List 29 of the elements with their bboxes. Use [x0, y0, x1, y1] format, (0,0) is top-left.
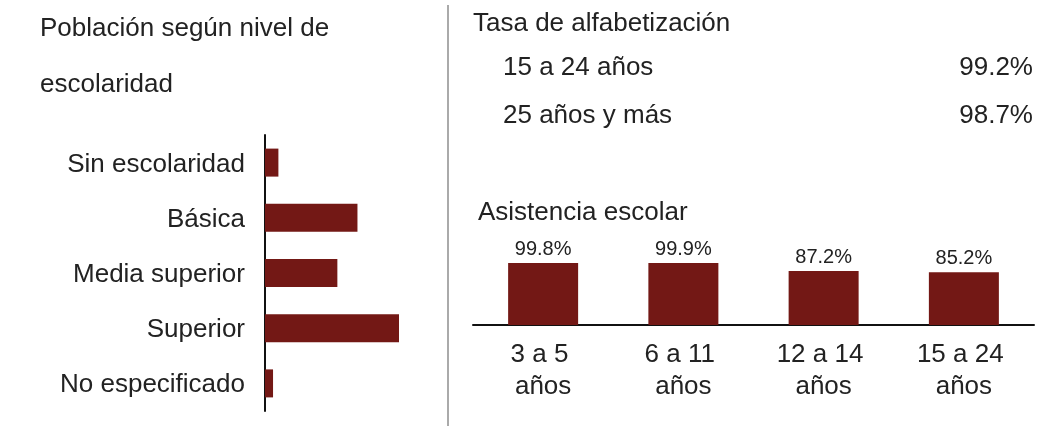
bar — [788, 270, 859, 325]
chart-title: Asistencia escolar — [478, 196, 688, 226]
data-label: 99.8% — [514, 237, 572, 260]
y-tick-label: Superior — [146, 313, 246, 344]
text: Tasa de alfabetización — [473, 6, 732, 39]
y-tick-label: Sin escolaridad — [67, 147, 245, 178]
data-label: 99.9% — [655, 237, 712, 260]
bar — [265, 259, 338, 287]
data-label: 85.2% — [935, 246, 993, 269]
y-tick-label: Media superior — [73, 258, 246, 288]
bar — [265, 148, 279, 177]
data-label: 87.2% — [795, 244, 853, 267]
x-tick-label: 15 a 24 años — [916, 338, 1011, 400]
bar — [265, 314, 399, 343]
text: 99.2% — [959, 51, 1033, 81]
bar — [928, 272, 999, 325]
category-label: 25 años y más — [503, 98, 673, 131]
x-tick-label: 6 a 11 años — [644, 338, 723, 400]
text: 98.7% — [959, 99, 1033, 129]
x-tick-label: 12 a 14 años — [776, 338, 871, 400]
chart-title: Población según nivel de escolaridad — [40, 12, 337, 98]
y-tick-label: No especificado — [60, 368, 245, 399]
y-tick-label: Básica — [166, 202, 246, 233]
x-tick-label: 3 a 5 años — [510, 338, 576, 400]
bar — [265, 203, 358, 232]
bar — [265, 369, 274, 398]
category-label: 15 a 24 años — [503, 50, 654, 83]
bar — [508, 263, 579, 325]
bar — [648, 263, 719, 325]
